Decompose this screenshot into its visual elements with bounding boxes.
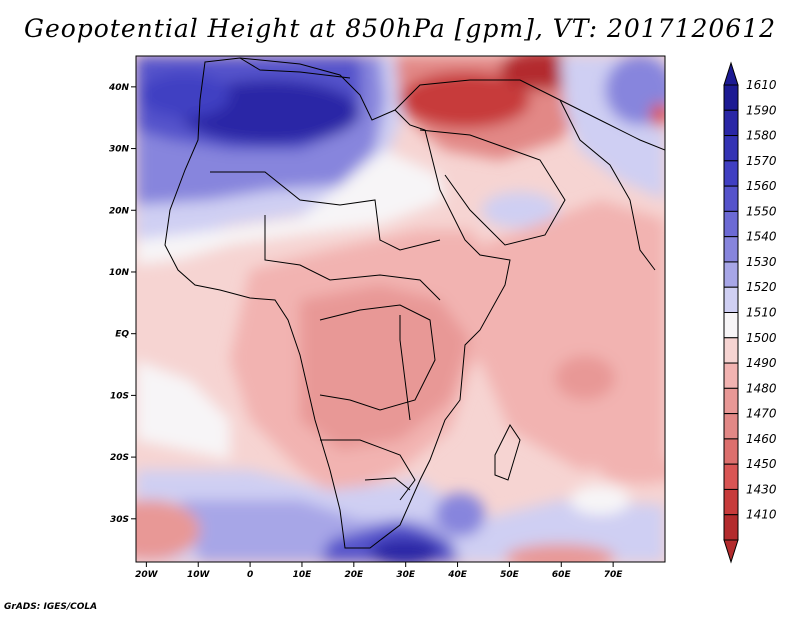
colorbar-swatch bbox=[723, 261, 739, 288]
lat-tick-label: 30N bbox=[109, 145, 130, 155]
colorbar-swatch bbox=[723, 210, 739, 238]
colorbar-swatch bbox=[723, 387, 739, 415]
colorbar-label: 1530 bbox=[746, 255, 777, 269]
lon-tick-label: 0 bbox=[247, 570, 253, 580]
colorbar-label: 1550 bbox=[746, 204, 777, 218]
map-frame bbox=[135, 55, 666, 563]
lat-tick-label: EQ bbox=[115, 330, 129, 340]
lon-tick-label: 50E bbox=[500, 570, 520, 580]
colorbar-swatch bbox=[723, 286, 739, 314]
colorbar: 1610 1590 1580 1570 1560 1550 1540 1530 1520 1510… bbox=[723, 61, 777, 564]
colorbar-max-triangle bbox=[723, 61, 739, 86]
colorbar-swatch bbox=[723, 185, 739, 212]
colorbar-label: 1450 bbox=[746, 457, 777, 471]
colorbar-label: 1410 bbox=[746, 508, 777, 522]
colorbar-label: 1460 bbox=[746, 432, 777, 446]
lon-tick-label: 70E bbox=[604, 570, 624, 580]
lat-tick-label: 10N bbox=[109, 268, 130, 278]
colorbar-label: 1570 bbox=[746, 154, 777, 168]
colorbar-swatch bbox=[723, 362, 739, 389]
lon-tick-label: 10E bbox=[293, 570, 313, 580]
colorbar-label: 1500 bbox=[746, 331, 777, 345]
colorbar-swatch bbox=[723, 463, 739, 490]
lon-tick-label: 40E bbox=[447, 570, 468, 580]
lat-tick-label: 40N bbox=[108, 83, 130, 93]
colorbar-label: 1510 bbox=[746, 306, 777, 320]
grads-credit: GrADS: IGES/COLA bbox=[4, 602, 98, 612]
colorbar-swatch bbox=[723, 514, 739, 541]
latitude-axis: 40N 30N 20N 10N EQ 10S 20S 30S bbox=[108, 83, 136, 525]
longitude-axis: 20W 10W 0 10E 20E 30E 40E 50E 60E 70E bbox=[135, 562, 623, 580]
colorbar-label: 1520 bbox=[746, 280, 777, 294]
lon-tick-label: 20W bbox=[135, 570, 159, 580]
colorbar-min-triangle bbox=[723, 539, 739, 564]
map-title: Geopotential Height at 850hPa [gpm], VT:… bbox=[23, 14, 777, 43]
colorbar-swatch bbox=[723, 160, 739, 187]
lat-tick-label: 20S bbox=[110, 453, 129, 463]
colorbar-swatch bbox=[723, 236, 739, 263]
colorbar-label: 1470 bbox=[746, 407, 777, 421]
lat-tick-label: 10S bbox=[110, 391, 129, 401]
colorbar-swatch bbox=[723, 84, 739, 111]
colorbar-label: 1540 bbox=[746, 230, 777, 244]
africa-coastline bbox=[164, 57, 665, 549]
colorbar-label: 1490 bbox=[746, 356, 777, 370]
lat-tick-label: 30S bbox=[110, 515, 129, 525]
colorbar-swatch bbox=[723, 109, 739, 137]
colorbar-swatch bbox=[723, 413, 739, 440]
colorbar-label: 1480 bbox=[746, 381, 777, 395]
colorbar-label: 1580 bbox=[746, 129, 777, 143]
colorbar-swatch bbox=[723, 337, 739, 364]
colorbar-swatch bbox=[723, 312, 739, 339]
colorbar-swatch bbox=[723, 488, 739, 516]
colorbar-label: 1610 bbox=[746, 78, 777, 92]
colorbar-label: 1560 bbox=[746, 179, 777, 193]
colorbar-swatch bbox=[723, 135, 739, 162]
lon-tick-label: 60E bbox=[552, 570, 572, 580]
lon-tick-label: 20E bbox=[344, 570, 364, 580]
lon-tick-label: 30E bbox=[396, 570, 416, 580]
colorbar-swatch bbox=[723, 438, 739, 465]
lon-tick-label: 10W bbox=[187, 570, 211, 580]
lat-tick-label: 20N bbox=[109, 206, 130, 216]
height-field bbox=[136, 56, 665, 562]
colorbar-label: 1430 bbox=[746, 482, 777, 496]
colorbar-label: 1590 bbox=[746, 103, 777, 117]
